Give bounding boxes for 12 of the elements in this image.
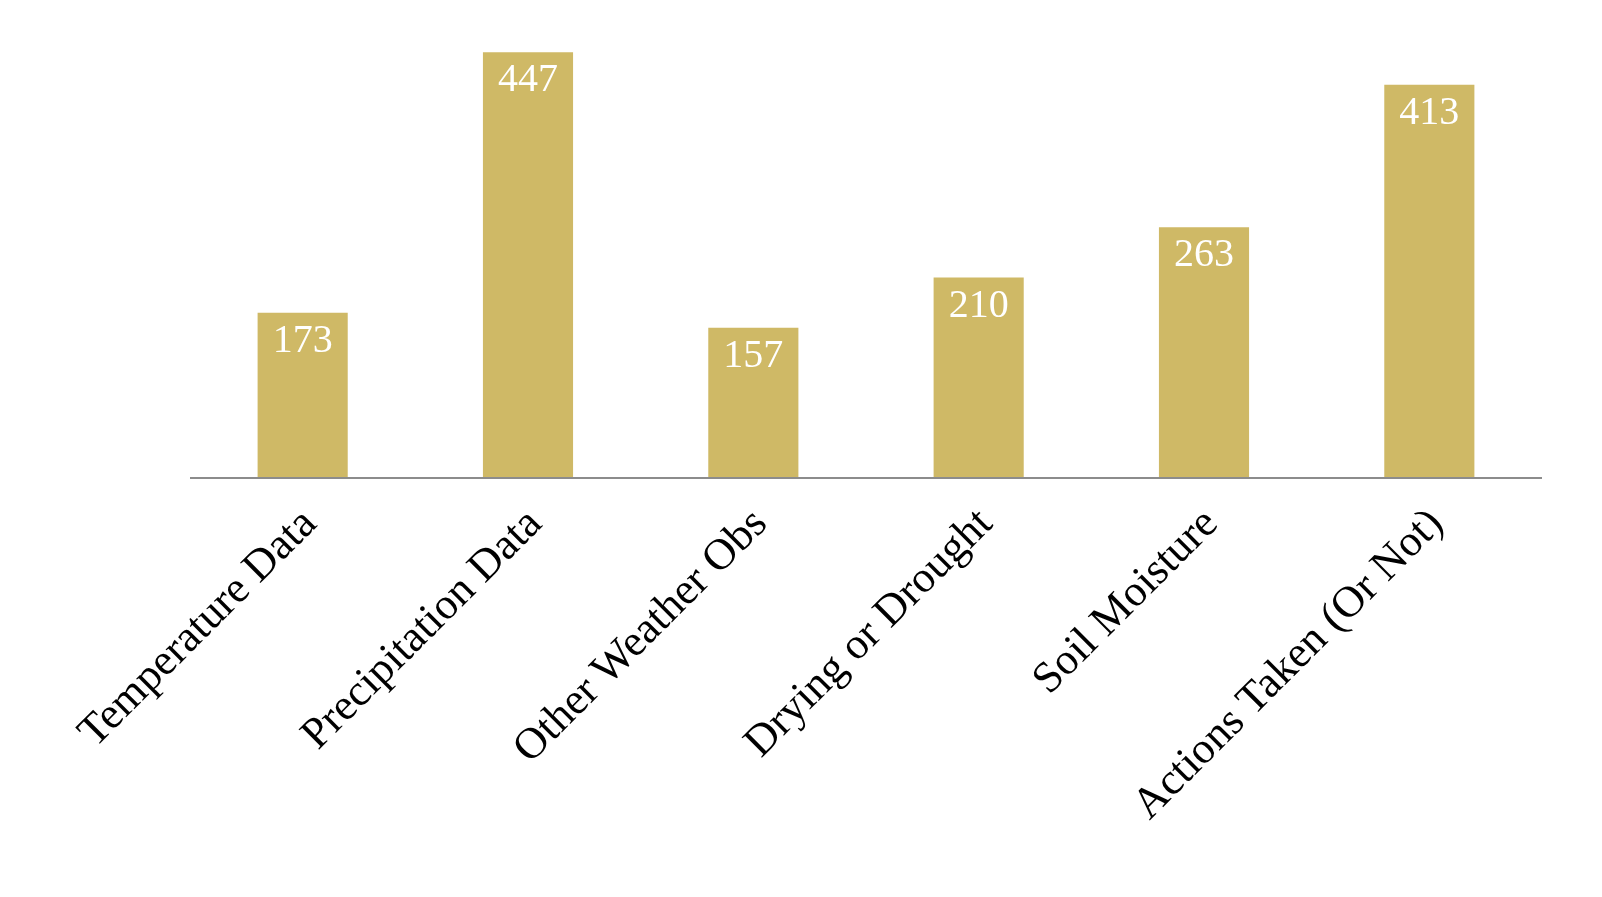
data-label: 413	[1399, 87, 1460, 133]
bar	[257, 312, 348, 477]
data-label: 210	[948, 280, 1009, 326]
data-label: 447	[498, 55, 558, 101]
bar	[708, 327, 799, 477]
bar	[482, 52, 574, 477]
data-label: 263	[1174, 230, 1234, 276]
bar	[933, 277, 1024, 477]
bar	[1158, 227, 1250, 477]
bar	[1384, 84, 1475, 477]
data-label: 173	[272, 315, 333, 361]
data-label: 157	[723, 330, 784, 376]
